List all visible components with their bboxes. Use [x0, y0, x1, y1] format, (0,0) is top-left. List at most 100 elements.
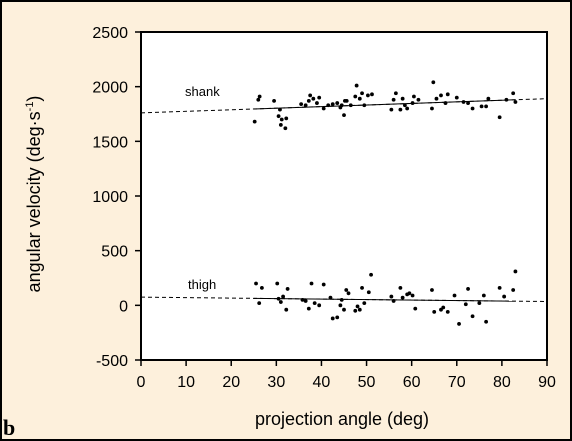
shank-data-point: [511, 91, 516, 96]
thigh-data-point: [285, 287, 290, 291]
thigh-data-point: [389, 294, 394, 299]
data-points: [252, 80, 518, 326]
shank-data-point: [391, 97, 396, 102]
shank-data-point: [434, 96, 439, 101]
shank-fit-line-solid: [253, 99, 516, 110]
shank-data-point: [470, 106, 475, 111]
shank-data-point: [344, 98, 349, 103]
y-tick-label: 2000: [92, 80, 128, 97]
thigh-data-point: [400, 295, 405, 300]
annotation-thigh: thigh: [188, 277, 216, 292]
x-tick-label: 50: [358, 374, 376, 391]
shank-data-point: [330, 102, 335, 107]
thigh-data-point: [477, 301, 482, 306]
thigh-data-point: [275, 281, 280, 286]
shank-data-point: [256, 97, 261, 102]
annotation-shank: shank: [185, 84, 220, 99]
shank-data-point: [272, 98, 276, 103]
shank-data-point: [431, 80, 436, 85]
thigh-data-point: [339, 297, 344, 302]
thigh-data-point: [259, 285, 264, 290]
thigh-data-point: [410, 293, 415, 298]
thigh-data-point: [430, 288, 434, 292]
thigh-data-point: [432, 309, 437, 314]
shank-data-point: [403, 103, 407, 108]
shank-data-point: [306, 98, 311, 103]
thigh-data-point: [330, 316, 335, 321]
shank-data-point: [486, 96, 491, 101]
thigh-data-point: [413, 306, 418, 311]
y-tick-label: 500: [101, 244, 128, 261]
x-axis-ticks: 0 10 20 30 40 50 60 70 80 90: [137, 360, 556, 391]
shank-data-point: [479, 104, 484, 109]
shank-data-point: [393, 91, 398, 96]
thigh-data-point: [484, 319, 488, 324]
thigh-data-point: [338, 303, 343, 308]
shank-data-point: [276, 114, 281, 119]
shank-data-point: [497, 115, 502, 120]
thigh-data-point: [457, 322, 461, 326]
shank-data-point: [513, 100, 518, 104]
shank-data-point: [278, 123, 283, 127]
shank-data-point: [339, 103, 344, 108]
x-tick-label: 20: [222, 374, 240, 391]
shank-data-point: [335, 101, 340, 105]
thigh-data-point: [303, 299, 308, 303]
thigh-data-point: [360, 285, 364, 290]
x-axis-label: projection angle (deg): [255, 409, 429, 429]
thigh-data-point: [284, 307, 289, 312]
thigh-fit-line-solid: [253, 297, 516, 302]
thigh-data-point: [254, 281, 258, 286]
thigh-data-point: [342, 307, 346, 312]
shank-data-point: [348, 103, 353, 108]
shank-data-point: [278, 107, 282, 112]
shank-data-point: [430, 106, 434, 111]
shank-data-point: [317, 95, 322, 100]
thigh-data-point: [317, 303, 322, 308]
thigh-data-point: [355, 304, 360, 309]
thigh-data-point: [391, 299, 396, 303]
shank-data-point: [321, 106, 326, 111]
shank-data-point: [405, 106, 410, 111]
y-tick-label: 0: [119, 298, 128, 315]
thigh-data-point: [257, 301, 262, 306]
shank-data-point: [461, 100, 466, 104]
thigh-data-point: [335, 315, 340, 320]
shank-data-point: [416, 97, 421, 102]
x-tick-label: 30: [267, 374, 285, 391]
shank-data-point: [362, 103, 367, 108]
thigh-data-point: [407, 291, 412, 296]
shank-data-point: [466, 101, 470, 105]
plot-area-frame: [140, 31, 548, 361]
shank-data-point: [342, 113, 346, 117]
thigh-data-point: [470, 314, 475, 319]
thigh-data-point: [278, 300, 283, 304]
thigh-data-point: [513, 269, 518, 274]
thigh-data-point: [357, 307, 362, 312]
shank-data-point: [504, 97, 509, 102]
thigh-data-point: [353, 308, 358, 313]
thigh-data-point: [321, 282, 326, 287]
thigh-data-point: [366, 290, 371, 295]
thigh-data-point: [362, 301, 367, 306]
y-axis-label-close: ): [24, 96, 44, 102]
shank-data-point: [370, 92, 374, 97]
thigh-data-point: [445, 309, 450, 314]
thigh-data-point: [497, 285, 502, 290]
x-tick-label: 70: [448, 374, 466, 391]
y-tick-label: 1000: [92, 189, 128, 206]
x-tick-label: 0: [137, 374, 146, 391]
shank-data-point: [303, 103, 308, 108]
shank-data-point: [412, 94, 416, 99]
thigh-data-point: [463, 302, 468, 307]
y-axis-ticks: -500 0 500 1000 1500 2000 2500: [92, 25, 141, 370]
shank-data-point: [439, 93, 443, 98]
thigh-data-point: [306, 306, 311, 311]
shank-data-point: [252, 119, 257, 124]
shank-data-point: [443, 101, 448, 105]
shank-data-point: [257, 94, 262, 99]
thigh-data-point: [276, 296, 281, 301]
shank-data-point: [454, 95, 459, 100]
thigh-data-point: [281, 294, 285, 299]
